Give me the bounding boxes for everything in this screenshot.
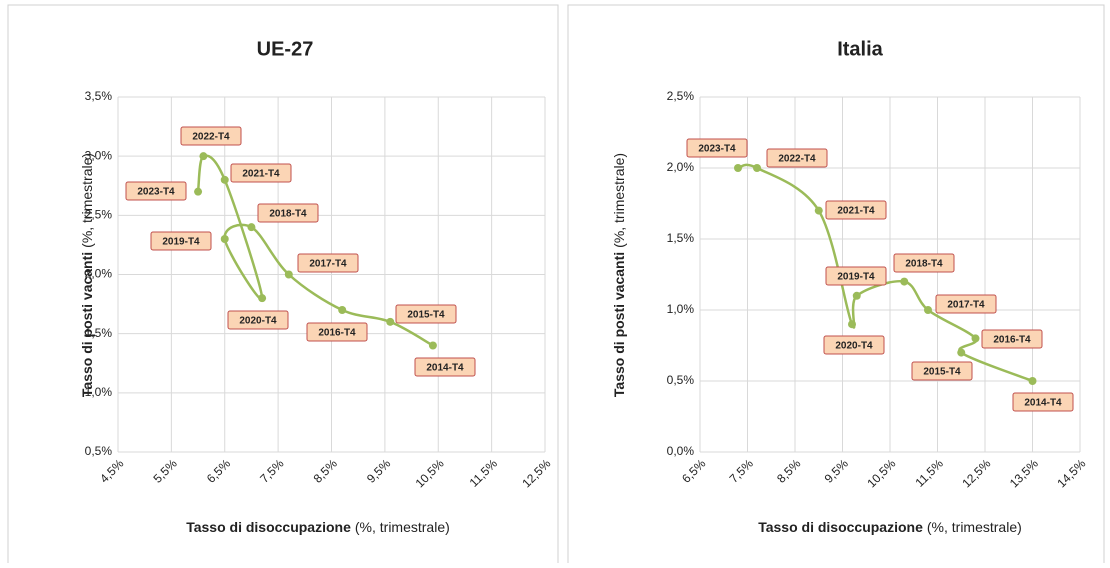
y-tick-label: 3,0%	[85, 148, 113, 162]
point-label: 2020-T4	[239, 316, 277, 327]
point-label: 2019-T4	[162, 237, 200, 248]
y-tick-label: 1,0%	[85, 385, 113, 399]
point-label: 2023-T4	[137, 187, 175, 198]
data-point	[194, 187, 203, 196]
x-axis-title-note: (%, trimestrale)	[927, 519, 1022, 535]
x-axis-title-main: Tasso di disoccupazione	[758, 519, 923, 535]
y-tick-label: 1,5%	[85, 326, 113, 340]
point-label: 2019-T4	[837, 272, 875, 283]
point-label: 2022-T4	[192, 132, 230, 143]
y-tick-label: 0,5%	[667, 373, 695, 387]
y-tick-label: 2,0%	[85, 267, 113, 281]
point-label: 2021-T4	[242, 169, 280, 180]
data-point	[428, 341, 437, 350]
label-box	[297, 253, 359, 273]
point-label: 2015-T4	[923, 367, 961, 378]
data-point	[247, 223, 256, 232]
point-label: 2014-T4	[1024, 398, 1062, 409]
y-tick-label: 2,0%	[667, 160, 695, 174]
y-tick-label: 1,5%	[667, 231, 695, 245]
point-label: 2022-T4	[778, 154, 816, 165]
label-box	[825, 266, 887, 286]
data-point	[900, 277, 909, 286]
point-label: 2014-T4	[426, 363, 464, 374]
point-label: 2023-T4	[698, 144, 736, 155]
data-point	[1028, 377, 1037, 385]
y-tick-label: 2,5%	[85, 208, 113, 222]
label-box	[125, 181, 187, 201]
data-point	[284, 270, 293, 279]
label-box	[825, 200, 887, 220]
label-box	[227, 310, 289, 330]
x-axis-title-note: (%, trimestrale)	[355, 519, 450, 535]
label-box	[823, 335, 885, 355]
label-box	[257, 203, 319, 223]
data-point	[220, 235, 229, 243]
data-line	[737, 163, 1033, 383]
chart-title: Italia	[837, 38, 883, 60]
label-box	[414, 357, 476, 377]
label-box	[395, 304, 457, 324]
x-axis-title: Tasso di disoccupazione (%, trimestrale)	[186, 519, 450, 535]
y-tick-label: 2,5%	[667, 89, 695, 103]
panel	[7, 4, 559, 568]
data-point	[924, 306, 932, 314]
data-point	[338, 306, 347, 314]
data-point	[220, 175, 229, 184]
data-point	[199, 152, 208, 161]
label-box	[893, 253, 955, 273]
label-box	[306, 322, 368, 342]
point-label: 2016-T4	[993, 335, 1031, 346]
y-axis-title: Tasso di posti vacanti (%, trimestrale)	[611, 153, 627, 397]
y-tick-label: 3,5%	[85, 89, 113, 103]
point-label: 2017-T4	[947, 300, 985, 311]
data-point	[386, 317, 395, 326]
point-label: 2016-T4	[318, 328, 356, 339]
label-box	[911, 361, 973, 381]
y-tick-label: 0,5%	[85, 444, 113, 458]
data-point	[258, 294, 267, 303]
y-axis-title-note: (%, trimestrale)	[611, 153, 627, 248]
point-label: 2018-T4	[269, 209, 307, 220]
y-tick-label: 0,0%	[667, 444, 695, 458]
data-point	[957, 348, 966, 357]
label-box	[935, 294, 997, 314]
label-box	[150, 231, 212, 251]
label-box	[981, 329, 1043, 349]
x-axis-title-main: Tasso di disoccupazione	[186, 519, 351, 535]
panel	[567, 4, 1105, 568]
y-axis-title-main: Tasso di posti vacanti	[611, 252, 627, 397]
x-axis-title: Tasso di disoccupazione (%, trimestrale)	[758, 519, 1022, 535]
label-box	[766, 148, 828, 168]
data-point	[971, 334, 980, 343]
data-point	[848, 320, 856, 329]
label-box	[1012, 392, 1074, 412]
point-label: 2015-T4	[407, 310, 445, 321]
data-point	[852, 291, 861, 300]
data-point	[734, 164, 742, 172]
y-axis-title-main: Tasso di posti vacanti	[79, 252, 95, 397]
data-point	[753, 164, 761, 172]
y-axis-title-note: (%, trimestrale)	[79, 153, 95, 248]
data-point	[814, 206, 823, 215]
data-line	[196, 154, 434, 347]
point-label: 2020-T4	[835, 341, 873, 352]
label-box	[686, 138, 748, 158]
y-axis-title: Tasso di posti vacanti (%, trimestrale)	[79, 153, 95, 397]
y-tick-label: 1,0%	[667, 302, 695, 316]
point-label: 2021-T4	[837, 206, 875, 217]
label-box	[180, 126, 242, 146]
chart-title: UE-27	[257, 38, 314, 60]
point-label: 2018-T4	[905, 259, 943, 270]
point-label: 2017-T4	[309, 259, 347, 270]
label-box	[230, 163, 292, 183]
